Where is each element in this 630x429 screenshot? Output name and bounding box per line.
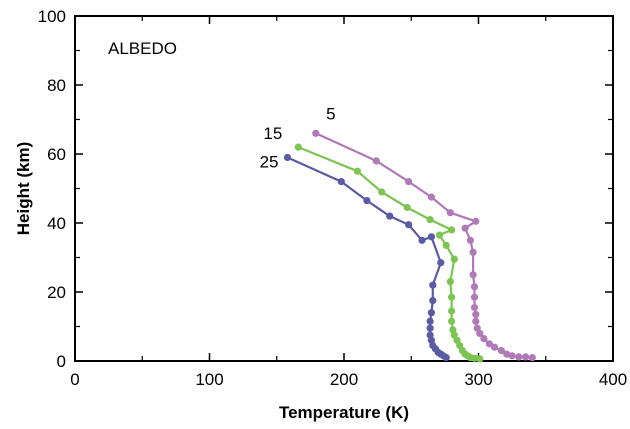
data-point-15	[403, 203, 411, 212]
data-point-25	[405, 221, 413, 229]
data-point-15	[426, 216, 434, 224]
data-point-5	[528, 354, 536, 362]
data-point-5	[491, 343, 499, 351]
data-point-25	[363, 197, 371, 205]
data-point-5	[497, 347, 505, 355]
data-point-15	[448, 317, 456, 325]
data-point-5	[472, 310, 480, 318]
y-tick-label: 20	[47, 283, 66, 302]
data-point-15	[470, 354, 479, 362]
data-point-5	[461, 224, 469, 232]
y-axis-title: Height (km)	[14, 142, 33, 236]
data-point-5	[446, 209, 454, 217]
data-point-25	[426, 324, 434, 332]
data-point-5	[476, 329, 484, 337]
data-point-5	[405, 178, 413, 186]
data-point-5	[470, 303, 479, 312]
data-point-15	[442, 241, 450, 249]
data-point-15	[435, 231, 444, 239]
data-point-5	[466, 236, 474, 244]
data-point-15	[448, 293, 456, 301]
data-point-15	[446, 278, 454, 286]
data-point-5	[470, 283, 479, 291]
x-tick-label: 400	[599, 370, 627, 389]
series-label-25: 25	[260, 153, 279, 172]
data-point-5	[469, 271, 477, 279]
data-point-5	[522, 353, 530, 361]
data-point-15	[353, 167, 361, 175]
data-point-5	[485, 340, 493, 348]
x-axis-title: Temperature (K)	[279, 403, 409, 422]
data-point-25	[426, 317, 434, 325]
data-point-5	[508, 352, 516, 360]
data-point-15	[450, 255, 458, 263]
data-point-15	[448, 307, 456, 315]
data-point-5	[472, 217, 480, 225]
data-point-5	[470, 293, 479, 301]
data-point-25	[437, 259, 445, 267]
series-label-5: 5	[326, 104, 335, 123]
x-tick-label: 300	[464, 370, 492, 389]
x-tick-label: 100	[195, 370, 223, 389]
data-point-15	[448, 226, 456, 234]
y-tick-label: 100	[38, 7, 66, 26]
data-point-15	[378, 188, 386, 196]
data-point-25	[429, 281, 437, 289]
data-point-5	[372, 157, 380, 165]
data-point-5	[469, 248, 477, 256]
x-tick-label: 0	[70, 370, 79, 389]
data-point-25	[386, 212, 394, 220]
y-tick-label: 80	[47, 76, 66, 95]
data-point-25	[427, 233, 435, 241]
annotation-albedo: ALBEDO	[108, 39, 177, 58]
plot-layer: 0 100 200 300 400 0 20 40 60 80 100 5 15 25	[38, 7, 628, 389]
y-tick-label: 0	[57, 352, 66, 371]
data-point-25	[442, 354, 450, 362]
y-tick-label: 60	[47, 145, 66, 164]
data-point-25	[418, 236, 426, 244]
data-point-5	[472, 317, 480, 325]
data-point-5	[503, 350, 511, 358]
x-tick-label: 200	[330, 370, 358, 389]
data-point-5	[312, 129, 320, 137]
data-point-25	[429, 297, 437, 305]
y-tick-label: 40	[47, 214, 66, 233]
data-point-5	[515, 353, 523, 361]
data-point-15	[294, 143, 302, 151]
data-point-15	[476, 355, 484, 363]
series-label-15: 15	[263, 124, 282, 143]
data-point-25	[427, 309, 435, 317]
data-point-5	[427, 193, 435, 201]
data-point-25	[337, 178, 345, 186]
data-point-25	[283, 153, 292, 162]
data-point-5	[480, 335, 488, 343]
